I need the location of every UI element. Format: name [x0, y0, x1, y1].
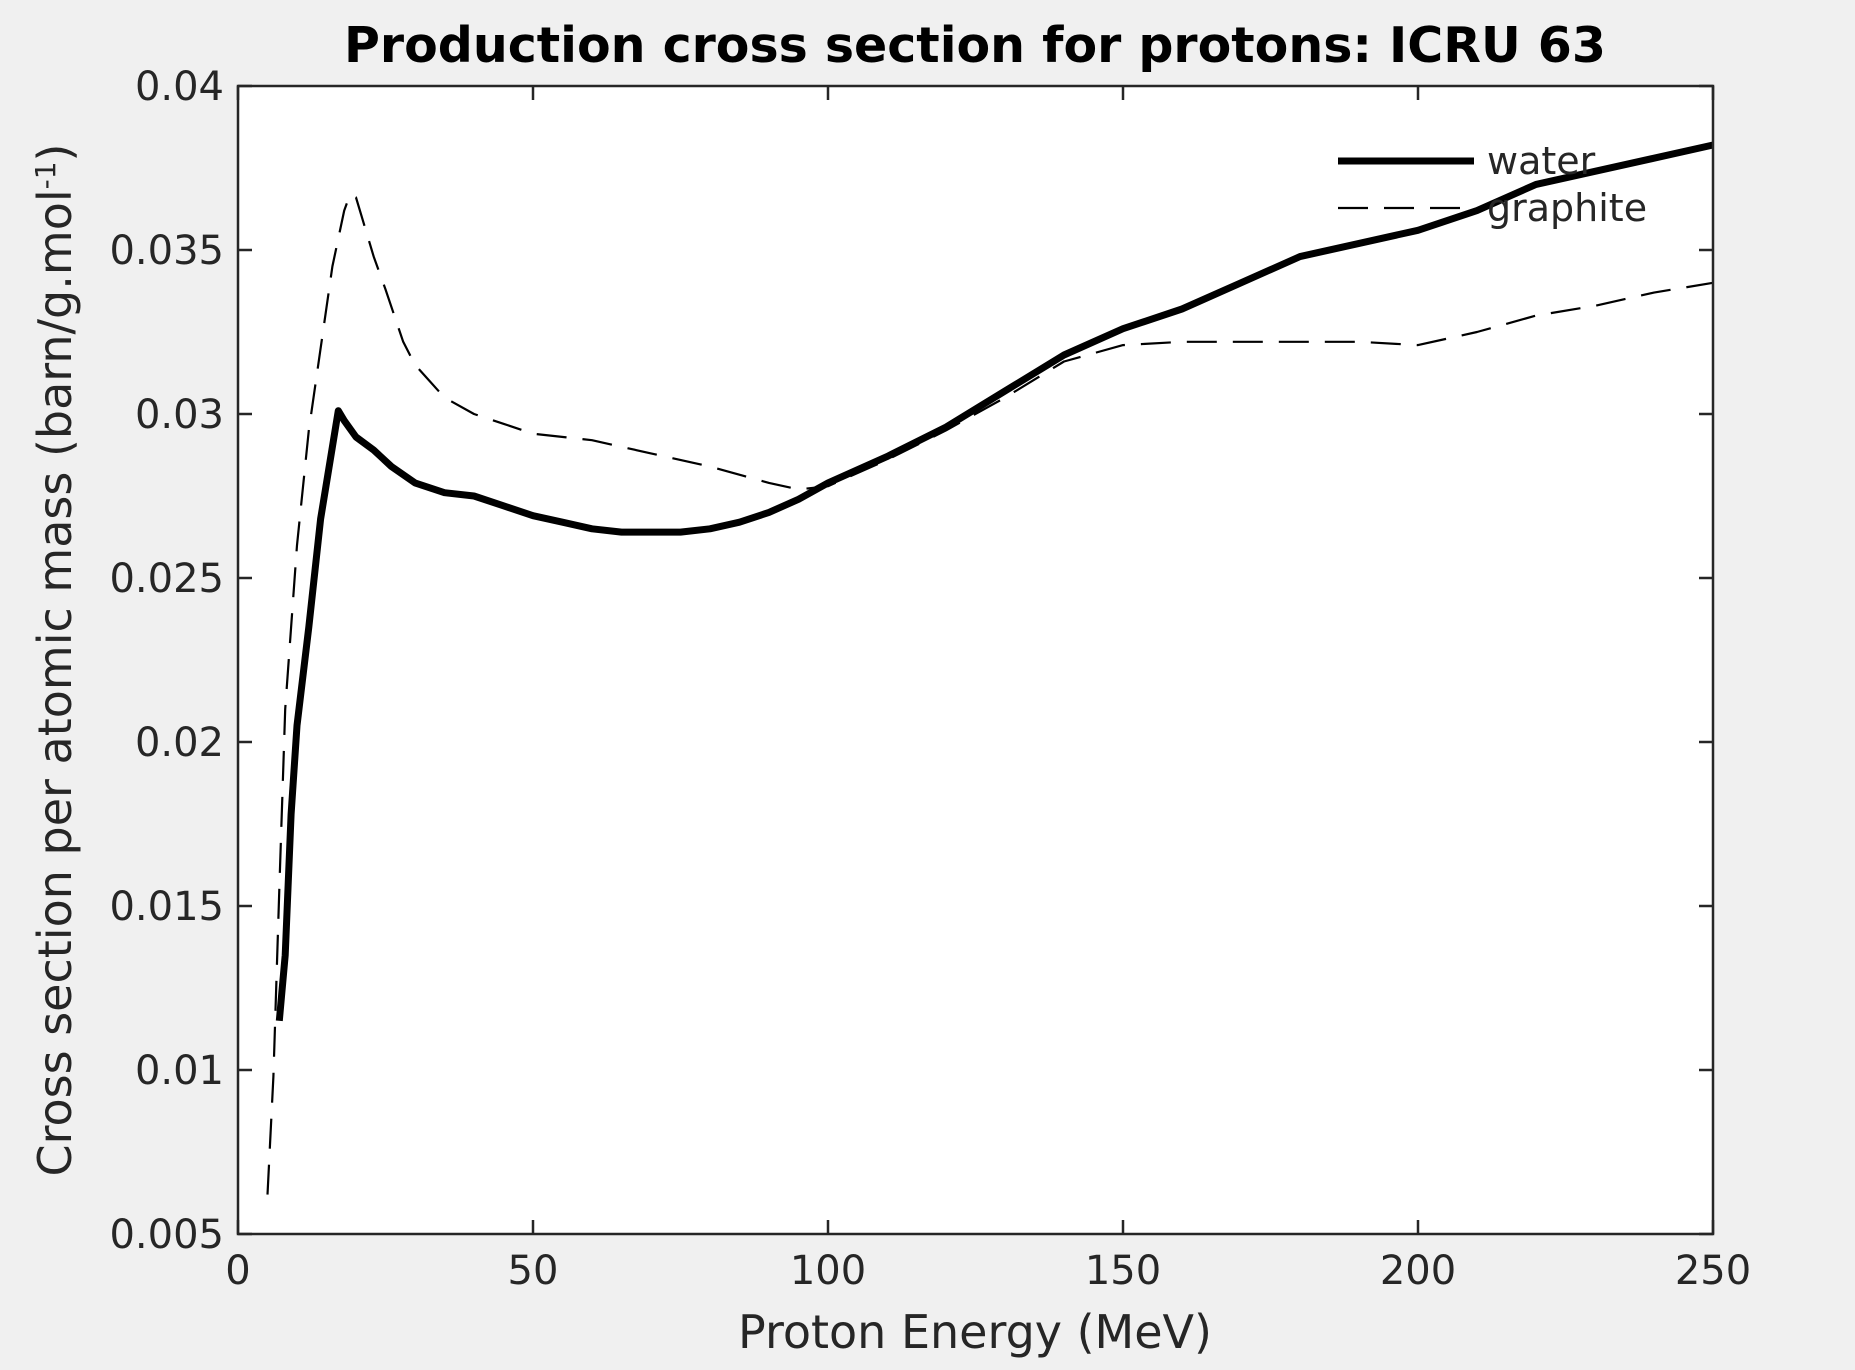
x-tick-label: 0	[225, 1248, 250, 1294]
x-tick-label: 200	[1380, 1248, 1456, 1294]
x-tick-label: 50	[508, 1248, 559, 1294]
y-tick-label: 0.015	[109, 884, 224, 930]
y-axis-label-close: )	[28, 144, 82, 162]
series-line-water	[275, 141, 1714, 1022]
x-axis-label: Proton Energy (MeV)	[738, 1305, 1212, 1359]
y-tick-label: 0.025	[109, 556, 224, 602]
plot-area	[238, 86, 1713, 1234]
x-tick-label: 250	[1675, 1248, 1751, 1294]
y-tick-label: 0.02	[135, 720, 224, 766]
series-layer	[266, 141, 1714, 1195]
series-line-graphite	[266, 193, 1714, 1195]
legend-label-graphite: graphite	[1487, 186, 1647, 230]
y-axis-label-superscript: -1	[29, 161, 62, 189]
y-tick-label: 0.005	[109, 1212, 224, 1258]
y-axis-label-main: Cross section per atomic mass (barn/g.mo…	[28, 189, 82, 1176]
y-tick-label: 0.03	[135, 392, 224, 438]
y-tick-label: 0.01	[135, 1048, 224, 1094]
chart-title: Production cross section for protons: IC…	[344, 17, 1606, 74]
legend-label-water: water	[1487, 139, 1596, 183]
y-tick-label: 0.04	[135, 64, 224, 110]
x-tick-label: 150	[1085, 1248, 1161, 1294]
y-tick-label: 0.035	[109, 228, 224, 274]
y-axis-label: Cross section per atomic mass (barn/g.mo…	[28, 144, 82, 1177]
plot-frame	[236, 84, 1715, 1236]
ticks-layer: 0 50 100 150 200 250 0.005 0.01 0.015 0.02 0.025 0.…	[109, 64, 1751, 1294]
x-tick-label: 100	[790, 1248, 866, 1294]
